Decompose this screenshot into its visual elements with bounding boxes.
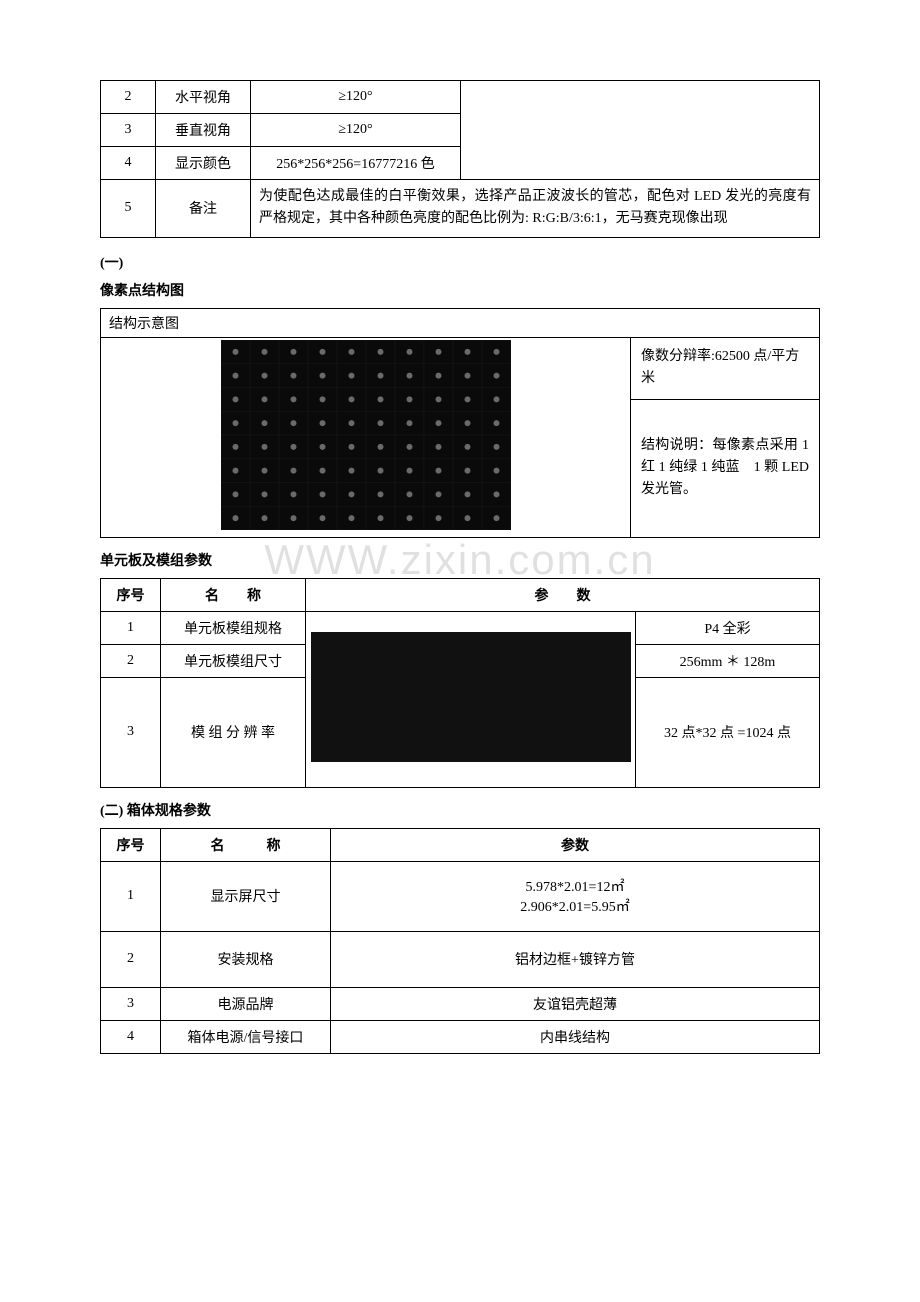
- col-idx: 序号: [101, 828, 161, 861]
- name-cell: 箱体电源/信号接口: [161, 1020, 331, 1053]
- section-marker: (一): [100, 252, 820, 272]
- param-cell: 友谊铝壳超薄: [331, 987, 820, 1020]
- table-row: 1 单元板模组规格 P4 全彩: [101, 611, 820, 644]
- col-name: 名 称: [161, 578, 306, 611]
- name-cell: 模 组 分 辨 率: [161, 677, 306, 787]
- col-name: 名 称: [161, 828, 331, 861]
- idx-cell: 2: [101, 644, 161, 677]
- param-line: 2.906*2.01=5.95㎡: [339, 896, 811, 916]
- section-title: 像素点结构图: [100, 280, 820, 300]
- name-cell: 安装规格: [161, 931, 331, 987]
- col-param: 参数: [331, 828, 820, 861]
- pixel-structure-table: 结构示意图 像数分辩率:62500 点/平方米 结构说明：每像素点采用 1 红 …: [100, 308, 820, 538]
- name-cell: 垂直视角: [156, 114, 251, 147]
- table-header-row: 序号 名 称 参数: [101, 828, 820, 861]
- val-cell: ≥120°: [251, 114, 461, 147]
- box-spec-table: 序号 名 称 参数 1 显示屏尺寸 5.978*2.01=12㎡ 2.906*2…: [100, 828, 820, 1054]
- val-cell: ≥120°: [251, 81, 461, 114]
- table-row: 4 箱体电源/信号接口 内串线结构: [101, 1020, 820, 1053]
- module-image-cell: [306, 611, 636, 787]
- name-cell: 单元板模组尺寸: [161, 644, 306, 677]
- table-row: 2 安装规格 铝材边框+镀锌方管: [101, 931, 820, 987]
- table-row: 1 显示屏尺寸 5.978*2.01=12㎡ 2.906*2.01=5.95㎡: [101, 861, 820, 931]
- name-cell: 电源品牌: [161, 987, 331, 1020]
- param-cell: 5.978*2.01=12㎡ 2.906*2.01=5.95㎡: [331, 861, 820, 931]
- remark-cell: 为使配色达成最佳的白平衡效果，选择产品正波波长的管芯，配色对 LED 发光的亮度…: [251, 180, 820, 238]
- idx-cell: 5: [101, 180, 156, 238]
- param-cell: 256mm ＊ 128m: [636, 644, 820, 677]
- table-header-row: 序号 名 称 参 数: [101, 578, 820, 611]
- resolution-cell: 像数分辩率:62500 点/平方米: [631, 337, 820, 399]
- idx-cell: 4: [101, 1020, 161, 1053]
- col-idx: 序号: [101, 578, 161, 611]
- name-cell: 水平视角: [156, 81, 251, 114]
- idx-cell: 3: [101, 114, 156, 147]
- name-cell: 单元板模组规格: [161, 611, 306, 644]
- unit-heading: 单元板及模组参数: [100, 550, 820, 570]
- val-cell: 256*256*256=16777216 色: [251, 147, 461, 180]
- table-row: 3 电源品牌 友谊铝壳超薄: [101, 987, 820, 1020]
- param-cell: 32 点*32 点 =1024 点: [636, 677, 820, 787]
- idx-cell: 3: [101, 987, 161, 1020]
- section-b-title: (二) 箱体规格参数: [100, 800, 820, 820]
- table-row: 2 水平视角 ≥120°: [101, 81, 820, 114]
- idx-cell: 1: [101, 611, 161, 644]
- name-cell: 备注: [156, 180, 251, 238]
- spec-table-top: 2 水平视角 ≥120° 3 垂直视角 ≥120° 4 显示颜色 256*256…: [100, 80, 820, 238]
- param-line: 5.978*2.01=12㎡: [339, 876, 811, 896]
- blank-cell: [461, 81, 820, 180]
- unit-module-table: 序号 名 称 参 数 1 单元板模组规格 P4 全彩 2 单元板模组尺寸 256…: [100, 578, 820, 788]
- idx-cell: 3: [101, 677, 161, 787]
- structure-desc-cell: 结构说明：每像素点采用 1 红 1 纯绿 1 纯蓝 1 颗 LED 发光管。: [631, 399, 820, 537]
- led-diagram-cell: [101, 337, 631, 537]
- col-param: 参 数: [306, 578, 820, 611]
- diagram-header: 结构示意图: [101, 308, 820, 337]
- param-cell: 铝材边框+镀锌方管: [331, 931, 820, 987]
- idx-cell: 2: [101, 81, 156, 114]
- name-cell: 显示屏尺寸: [161, 861, 331, 931]
- idx-cell: 4: [101, 147, 156, 180]
- name-cell: 显示颜色: [156, 147, 251, 180]
- param-cell: 内串线结构: [331, 1020, 820, 1053]
- idx-cell: 1: [101, 861, 161, 931]
- idx-cell: 2: [101, 931, 161, 987]
- module-image: [311, 632, 631, 762]
- param-cell: P4 全彩: [636, 611, 820, 644]
- led-pixel-diagram: [221, 340, 511, 530]
- table-row: 5 备注 为使配色达成最佳的白平衡效果，选择产品正波波长的管芯，配色对 LED …: [101, 180, 820, 238]
